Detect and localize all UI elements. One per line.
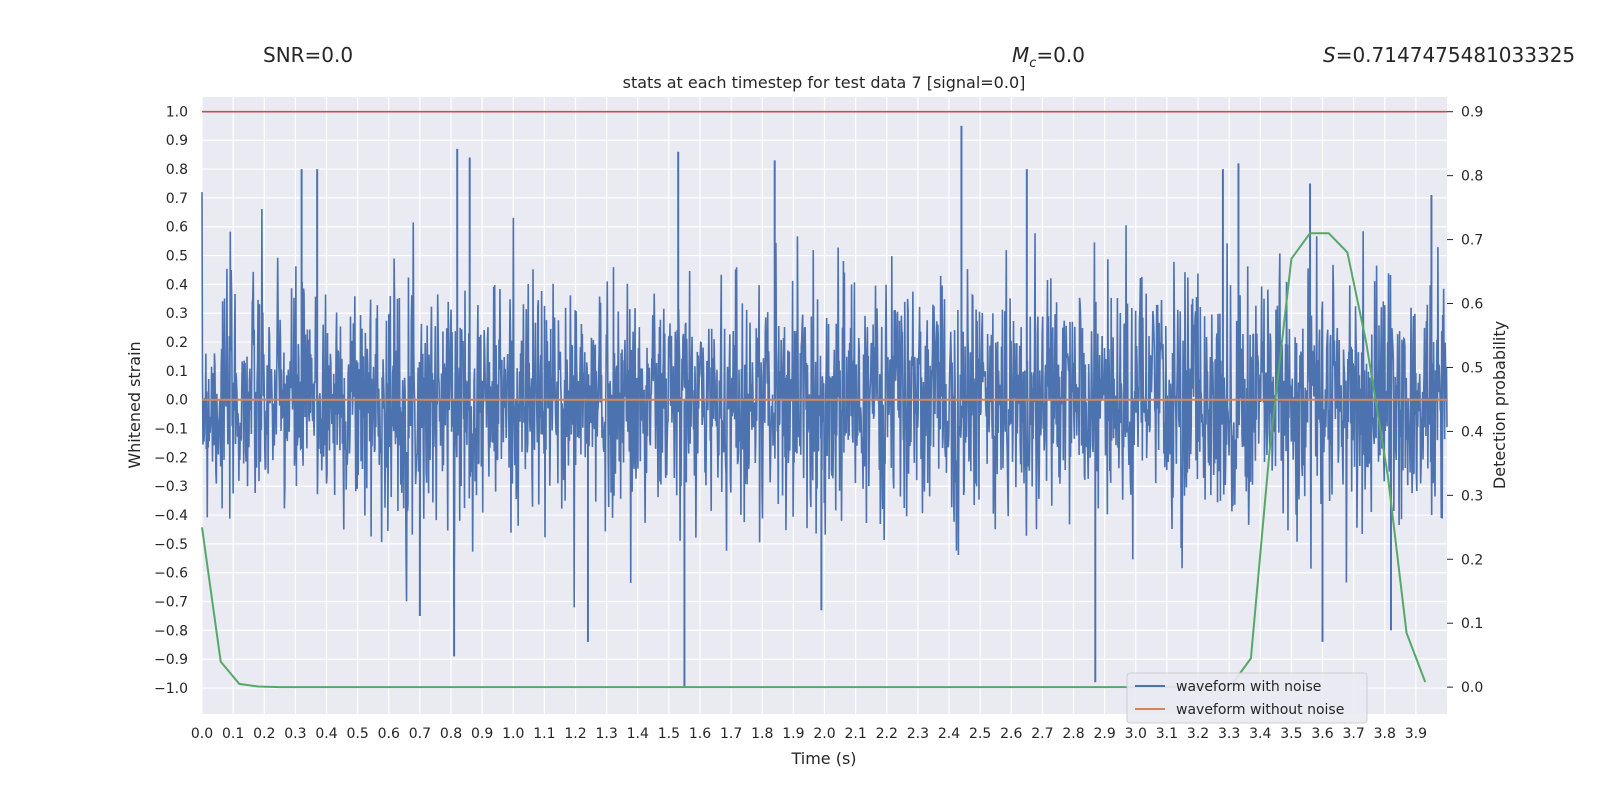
y-right-tick-label: 0.6 [1461, 297, 1483, 313]
y-left-ticks: 1.0 0.9 0.8 0.7 0.6 0.5 0.4 0.3 0.2 0.1 0.0 −0.1 −0.… [154, 104, 188, 697]
y-left-tick-label: 0.2 [166, 335, 188, 351]
y-left-tick-label: 0.1 [166, 364, 188, 380]
y-left-tick-label: 1.0 [166, 104, 188, 120]
x-tick-label: 3.8 [1374, 726, 1396, 742]
x-tick-label: 1.7 [720, 726, 742, 742]
y-left-tick-label: −0.5 [154, 537, 188, 553]
x-tick-label: 2.7 [1031, 726, 1053, 742]
noise-trace [201, 192, 1448, 608]
x-tick-label: 3.7 [1342, 726, 1364, 742]
legend: waveform with noise waveform without noi… [1126, 672, 1368, 724]
y-right-axis-label: Detection probability [1490, 321, 1509, 489]
x-tick-label: 2.1 [844, 726, 866, 742]
x-tick-label: 0.3 [284, 726, 306, 742]
x-tick-label: 0.1 [222, 726, 244, 742]
y-right-tick-label: 0.0 [1461, 680, 1483, 696]
y-left-tick-label: −0.8 [154, 623, 188, 639]
x-tick-label: 3.6 [1311, 726, 1333, 742]
series-detection-probability [201, 232, 1427, 689]
y-left-tick-label: −1.0 [154, 681, 188, 697]
x-tick-label: 3.5 [1280, 726, 1302, 742]
x-tick-label: 3.2 [1187, 726, 1209, 742]
x-tick-label: 1.6 [689, 726, 711, 742]
x-tick-label: 0.8 [440, 726, 462, 742]
y-right-tick-label: 0.4 [1461, 424, 1483, 440]
legend-label-clean: waveform without noise [1176, 702, 1344, 718]
x-tick-label: 1.9 [782, 726, 804, 742]
y-left-tick-label: −0.4 [154, 508, 188, 524]
x-tick-label: 3.4 [1249, 726, 1271, 742]
x-tick-label: 0.6 [378, 726, 400, 742]
legend-label-noise: waveform with noise [1176, 679, 1321, 695]
legend-box [1126, 672, 1368, 724]
x-tick-label: 3.0 [1125, 726, 1147, 742]
s-label: S=0.7147475481033325 [1323, 43, 1575, 67]
x-tick-label: 0.2 [253, 726, 275, 742]
x-tick-label: 0.5 [346, 726, 368, 742]
y-right-tick-label: 0.9 [1461, 105, 1483, 121]
x-tick-label: 2.0 [813, 726, 835, 742]
x-tick-label: 2.6 [1000, 726, 1022, 742]
y-left-tick-label: 0.8 [166, 162, 188, 178]
x-tick-label: 1.3 [595, 726, 617, 742]
y-left-tick-label: 0.5 [166, 249, 188, 265]
x-tick-label: 2.2 [876, 726, 898, 742]
y-left-tick-label: 0.0 [166, 393, 188, 409]
snr-label: SNR=0.0 [263, 43, 353, 67]
x-tick-label: 0.9 [471, 726, 493, 742]
x-tick-label: 3.1 [1156, 726, 1178, 742]
y-right-tick-label: 0.2 [1461, 552, 1483, 568]
x-tick-label: 2.5 [969, 726, 991, 742]
chart-title: stats at each timestep for test data 7 [… [623, 73, 1026, 92]
y-left-tick-label: −0.1 [154, 422, 188, 438]
x-tick-label: 3.3 [1218, 726, 1240, 742]
x-tick-label: 2.8 [1062, 726, 1084, 742]
x-tick-label: 2.9 [1093, 726, 1115, 742]
y-left-tick-label: 0.3 [166, 306, 188, 322]
y-left-tick-label: 0.4 [166, 277, 188, 293]
x-tick-label: 1.1 [533, 726, 555, 742]
y-left-tick-label: −0.9 [154, 652, 188, 668]
x-tick-label: 1.8 [751, 726, 773, 742]
y-left-tick-label: −0.7 [154, 595, 188, 611]
y-left-tick-label: −0.3 [154, 479, 188, 495]
y-right-ticks: 0.9 0.8 0.7 0.6 0.5 0.4 0.3 0.2 0.1 0.0 [1447, 105, 1483, 696]
y-right-tick-label: 0.8 [1461, 169, 1483, 185]
mc-label: Mc=0.0 [1012, 43, 1085, 71]
x-tick-label: 2.3 [907, 726, 929, 742]
x-tick-label: 1.5 [658, 726, 680, 742]
x-tick-label: 1.0 [502, 726, 524, 742]
series-waveform-spikes [300, 125, 1433, 689]
y-left-axis-label: Whitened strain [125, 341, 144, 468]
y-left-tick-label: −0.6 [154, 566, 188, 582]
y-right-tick-label: 0.1 [1461, 616, 1483, 632]
x-axis-label: Time (s) [790, 749, 856, 768]
x-tick-label: 3.9 [1405, 726, 1427, 742]
y-left-tick-label: 0.6 [166, 220, 188, 236]
series-waveform-with-noise [201, 192, 1448, 608]
x-tick-label: 0.0 [191, 726, 213, 742]
x-tick-label: 0.7 [409, 726, 431, 742]
x-tick-label: 0.4 [315, 726, 337, 742]
y-right-tick-label: 0.5 [1461, 360, 1483, 376]
x-ticks: 0.0 0.1 0.2 0.3 0.4 0.5 0.6 0.7 0.8 0.9 1.0 1.1 1.2 1… [191, 726, 1427, 742]
y-right-tick-label: 0.3 [1461, 488, 1483, 504]
x-tick-label: 2.4 [938, 726, 960, 742]
y-right-tick-label: 0.7 [1461, 233, 1483, 249]
y-left-tick-label: 0.7 [166, 191, 188, 207]
y-left-tick-label: −0.2 [154, 450, 188, 466]
x-tick-label: 1.2 [564, 726, 586, 742]
x-tick-label: 1.4 [627, 726, 649, 742]
y-left-tick-label: 0.9 [166, 133, 188, 149]
